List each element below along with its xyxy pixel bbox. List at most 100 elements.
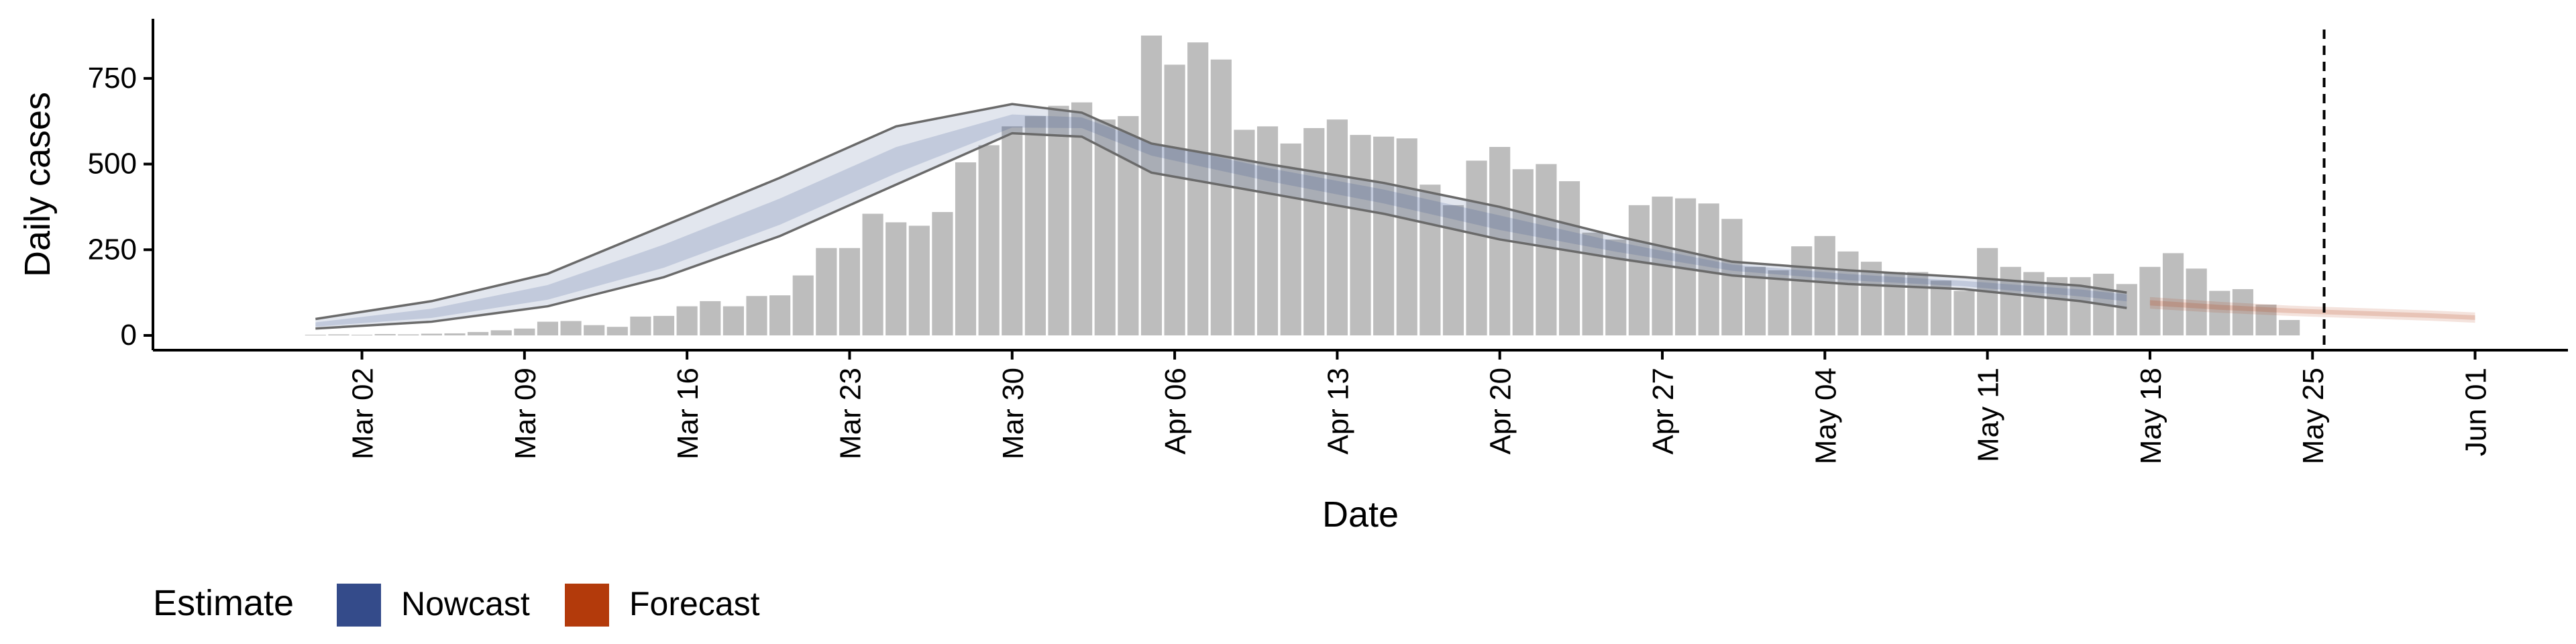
bar [2046, 277, 2068, 335]
bar [1396, 138, 1417, 335]
y-tick-label: 0 [121, 319, 137, 352]
legend-swatch-nowcast [337, 584, 381, 627]
bar [2139, 266, 2161, 335]
bar [537, 321, 559, 335]
bar [1234, 129, 1255, 335]
bar [468, 331, 489, 335]
x-tick-label: Apr 27 [1647, 368, 1680, 455]
bar [1419, 184, 1441, 335]
bar [816, 248, 837, 335]
bar [769, 295, 791, 335]
bar [1280, 143, 1301, 336]
x-tick-label: May 18 [2135, 368, 2167, 464]
x-tick-label: May 25 [2297, 368, 2330, 464]
bar [584, 325, 605, 335]
bar [1698, 203, 1719, 335]
bar [421, 333, 442, 335]
x-tick-label: Mar 30 [997, 368, 1030, 460]
bar [839, 248, 861, 335]
bar [1326, 119, 1348, 336]
bar [1373, 136, 1395, 335]
bar [700, 301, 721, 335]
bar [490, 330, 512, 335]
x-tick-label: Mar 02 [347, 368, 380, 460]
bar-layer [305, 35, 2300, 336]
bar [1118, 116, 1139, 336]
bar [1536, 164, 1557, 335]
bar [1953, 290, 1975, 335]
bar [746, 296, 767, 335]
x-tick-label: May 04 [1809, 368, 1842, 464]
bar [1907, 272, 1929, 335]
bar [2186, 268, 2207, 335]
ribbon-layer [315, 104, 2475, 329]
bar [1303, 127, 1325, 335]
nowcast-lower-line [315, 131, 2127, 330]
nowcast-band-90 [315, 104, 2127, 329]
x-tick-label: Jun 01 [2460, 368, 2493, 456]
bar [1256, 126, 1279, 335]
bar [1512, 169, 1534, 335]
bar [2232, 289, 2253, 335]
x-tick-label: Mar 09 [509, 368, 542, 460]
bar [676, 306, 698, 335]
y-tick-label: 750 [88, 62, 137, 95]
x-tick-label: Apr 20 [1485, 368, 1517, 455]
bar [2279, 320, 2300, 335]
bar [1721, 219, 1743, 335]
bar [862, 213, 883, 335]
x-tick-label: Apr 13 [1322, 368, 1354, 455]
bound-line-layer [315, 103, 2127, 330]
x-tick-label: Apr 06 [1159, 368, 1192, 455]
bar [1350, 135, 1371, 336]
bar [1768, 270, 1789, 335]
y-axis-title: Daily cases [17, 92, 58, 277]
bar [374, 333, 396, 335]
bar [1860, 262, 1882, 335]
bar [1024, 116, 1046, 336]
bar [1094, 119, 1116, 336]
bar [606, 327, 628, 335]
legend: Estimate Nowcast Forecast [153, 583, 760, 627]
bar [1837, 251, 1859, 335]
x-axis-title: Date [1322, 494, 1399, 535]
bar [514, 328, 535, 335]
bar [1140, 35, 1163, 335]
bar [792, 275, 814, 335]
bar [1605, 239, 1627, 335]
axes: 0 250 500 750 Mar 02 Mar 09 Mar 16 Mar 23 Mar 30… [17, 19, 2568, 535]
forecast-band-90 [2149, 297, 2475, 323]
bar [955, 162, 977, 335]
bar [560, 321, 582, 335]
bar [1164, 64, 1185, 336]
bar [978, 145, 1000, 335]
bar [398, 334, 419, 335]
bar [1466, 160, 1487, 335]
bar [932, 212, 953, 335]
bar [2209, 290, 2231, 335]
bar [1628, 205, 1650, 335]
bar [722, 306, 744, 335]
bar [1814, 235, 1835, 335]
nowcast-upper-line [315, 103, 2127, 321]
nowcast-band-inner [315, 114, 2127, 327]
bar [328, 334, 350, 335]
legend-label-forecast: Forecast [629, 585, 760, 623]
bar [630, 316, 651, 335]
bar [1582, 232, 1603, 335]
legend-swatch-forecast [565, 584, 609, 627]
x-tick-label: Mar 16 [672, 368, 704, 460]
bar [1048, 105, 1069, 335]
legend-title: Estimate [153, 583, 294, 623]
bar [908, 225, 930, 335]
bar [2000, 266, 2021, 335]
bar [1210, 59, 1232, 335]
bar [1791, 246, 1813, 335]
bar [444, 333, 466, 335]
y-tick-label: 250 [88, 233, 137, 266]
bar [653, 315, 675, 335]
forecast-band-inner [2149, 300, 2475, 320]
bar [1002, 126, 1023, 335]
bar [885, 222, 907, 335]
